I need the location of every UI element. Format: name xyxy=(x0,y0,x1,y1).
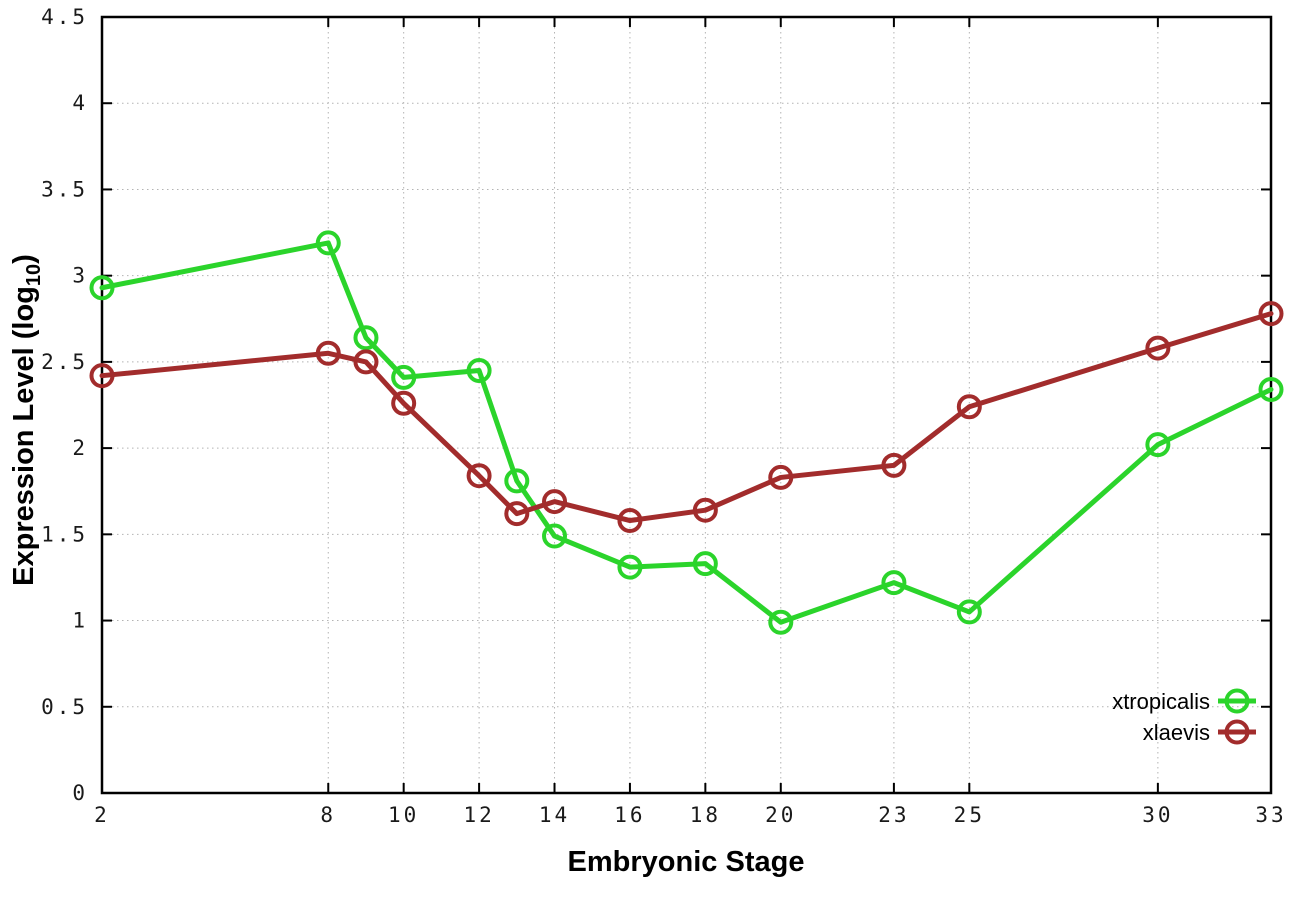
data-point-xtropicalis-stage-14 xyxy=(542,523,568,549)
data-point-xtropicalis-stage-9 xyxy=(353,325,379,351)
y-axis-label-main: Expression Level (log xyxy=(8,286,40,586)
y-tick-label: 2 xyxy=(72,436,88,460)
x-tick-label: 14 xyxy=(539,803,570,827)
y-tick-label: 4 xyxy=(72,91,88,115)
data-point-xtropicalis-stage-8 xyxy=(315,230,341,256)
data-point-xlaevis-stage-12 xyxy=(466,463,492,489)
x-tick-label: 12 xyxy=(463,803,494,827)
x-tick-label: 33 xyxy=(1255,803,1286,827)
data-point-xlaevis-stage-9 xyxy=(353,349,379,375)
data-point-xtropicalis-stage-18 xyxy=(692,551,718,577)
data-point-xlaevis-stage-23 xyxy=(881,452,907,478)
y-axis-label-close: ) xyxy=(8,254,40,264)
series-markers-xlaevis xyxy=(89,301,1284,534)
x-tick-label: 2 xyxy=(94,803,110,827)
data-point-xlaevis-stage-16 xyxy=(617,508,643,534)
gridlines xyxy=(102,17,1271,793)
series-line-xlaevis xyxy=(99,311,1274,524)
plot-border xyxy=(100,15,1273,795)
x-axis-label: Embryonic Stage xyxy=(568,846,805,878)
series-markers-xtropicalis xyxy=(89,230,1284,635)
data-point-xlaevis-stage-20 xyxy=(768,464,794,490)
data-point-xtropicalis-stage-25 xyxy=(956,599,982,625)
x-tick-label: 18 xyxy=(690,803,721,827)
x-tick-label: 30 xyxy=(1142,803,1173,827)
y-tick-label: 2.5 xyxy=(41,350,88,374)
legend-label-xlaevis: xlaevis xyxy=(1143,720,1210,745)
y-tick-label: 1 xyxy=(72,609,88,633)
legend-label-xtropicalis: xtropicalis xyxy=(1112,689,1210,714)
y-tick-label: 1.5 xyxy=(41,522,88,546)
data-point-xlaevis-stage-25 xyxy=(956,394,982,420)
data-point-xtropicalis-stage-2 xyxy=(89,275,115,301)
x-tick-label: 8 xyxy=(320,803,336,827)
tick-marks xyxy=(100,15,1273,795)
data-point-xlaevis-stage-33 xyxy=(1258,301,1284,327)
x-tick-label: 16 xyxy=(614,803,645,827)
y-axis-label-group: Expression Level (log10) xyxy=(8,254,45,586)
x-tick-label: 10 xyxy=(388,803,419,827)
y-axis-label: Expression Level (log10) xyxy=(8,254,45,586)
data-point-xlaevis-stage-30 xyxy=(1145,335,1171,361)
data-point-xtropicalis-stage-30 xyxy=(1145,432,1171,458)
data-point-xlaevis-stage-14 xyxy=(542,489,568,515)
data-point-xlaevis-stage-13 xyxy=(504,501,530,527)
series-layer xyxy=(89,230,1284,635)
data-point-xtropicalis-stage-13 xyxy=(504,468,530,494)
data-point-xlaevis-stage-18 xyxy=(692,497,718,523)
data-point-xtropicalis-stage-10 xyxy=(391,364,417,390)
x-tick-label: 23 xyxy=(878,803,909,827)
x-tick-label: 25 xyxy=(954,803,985,827)
data-point-xtropicalis-stage-20 xyxy=(768,609,794,635)
data-point-xtropicalis-stage-12 xyxy=(466,358,492,384)
legend: xtropicalis xlaevis xyxy=(1112,689,1210,745)
data-point-xtropicalis-stage-16 xyxy=(617,554,643,580)
y-tick-label: 0.5 xyxy=(41,695,88,719)
legend-marker-circle-xtropicalis xyxy=(1224,688,1250,714)
y-tick-label: 0 xyxy=(72,781,88,805)
data-point-xlaevis-stage-10 xyxy=(391,390,417,416)
data-point-xtropicalis-stage-23 xyxy=(881,570,907,596)
data-point-xlaevis-stage-2 xyxy=(89,363,115,389)
legend-markers xyxy=(1218,688,1256,745)
y-tick-label: 3 xyxy=(72,264,88,288)
data-point-xtropicalis-stage-33 xyxy=(1258,376,1284,402)
y-tick-label: 4.5 xyxy=(41,5,88,29)
x-tick-label: 20 xyxy=(765,803,796,827)
data-point-xlaevis-stage-8 xyxy=(315,340,341,366)
legend-marker-circle-xlaevis xyxy=(1224,719,1250,745)
y-tick-label: 3.5 xyxy=(41,177,88,201)
tick-labels: 2 8 10 12 14 16 18 20 23 25 30 33 0 0.5 1 1.5 2 2.5 3 3.5 4 4… xyxy=(41,5,1286,827)
y-axis-label-subscript: 10 xyxy=(23,264,45,286)
series-line-xtropicalis xyxy=(99,240,1274,625)
